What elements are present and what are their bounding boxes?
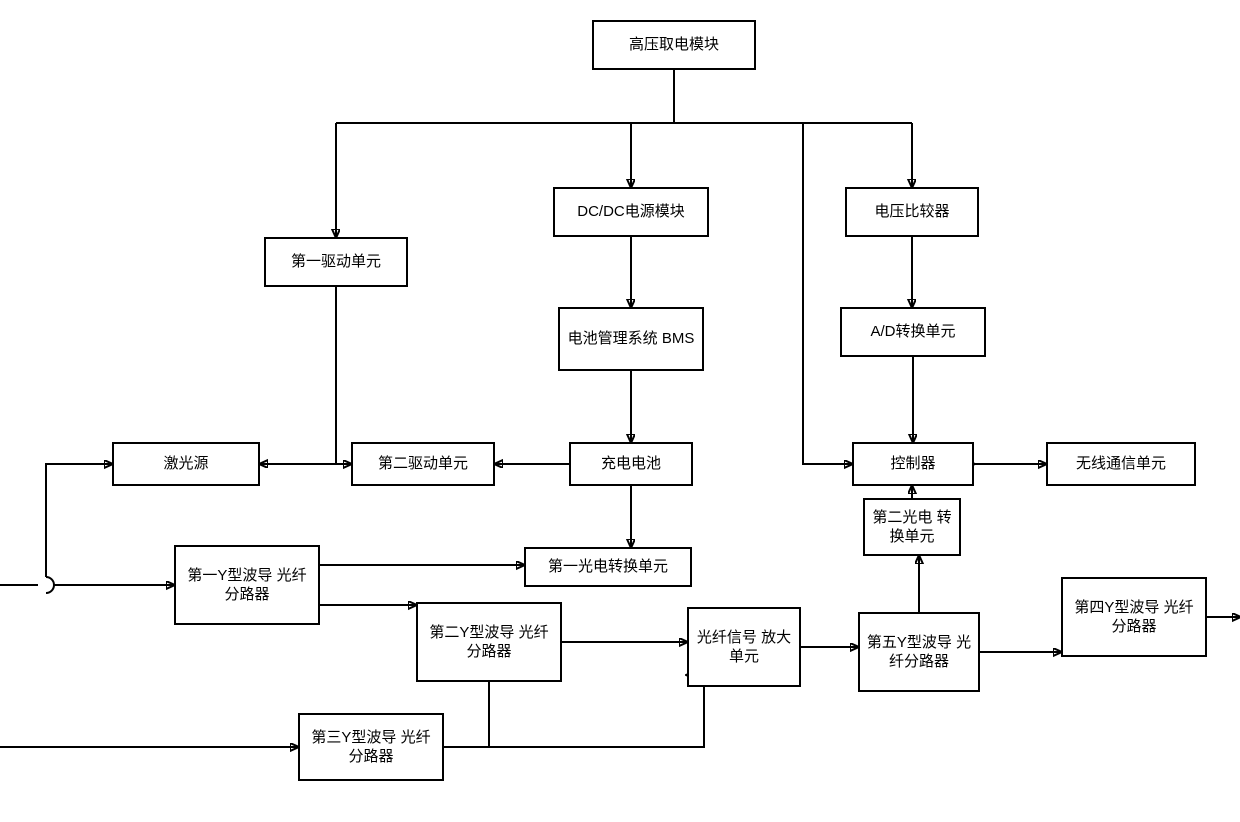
- box-amp: 光纤信号 放大单元: [687, 607, 801, 687]
- box-dcdc: DC/DC电源模块: [553, 187, 709, 237]
- box-y5: 第五Y型波导 光纤分路器: [858, 612, 980, 692]
- box-adconv: A/D转换单元: [840, 307, 986, 357]
- box-y3: 第三Y型波导 光纤分路器: [298, 713, 444, 781]
- box-drive1: 第一驱动单元: [264, 237, 408, 287]
- box-pe1: 第一光电转换单元: [524, 547, 692, 587]
- box-y2: 第二Y型波导 光纤分路器: [416, 602, 562, 682]
- box-bms: 电池管理系统 BMS: [558, 307, 704, 371]
- box-pe2: 第二光电 转换单元: [863, 498, 961, 556]
- box-laser: 激光源: [112, 442, 260, 486]
- box-drive2: 第二驱动单元: [351, 442, 495, 486]
- box-y1: 第一Y型波导 光纤分路器: [174, 545, 320, 625]
- box-ctrl: 控制器: [852, 442, 974, 486]
- box-comp: 电压比较器: [845, 187, 979, 237]
- box-wireless: 无线通信单元: [1046, 442, 1196, 486]
- box-hv: 高压取电模块: [592, 20, 756, 70]
- box-battery: 充电电池: [569, 442, 693, 486]
- box-y4: 第四Y型波导 光纤分路器: [1061, 577, 1207, 657]
